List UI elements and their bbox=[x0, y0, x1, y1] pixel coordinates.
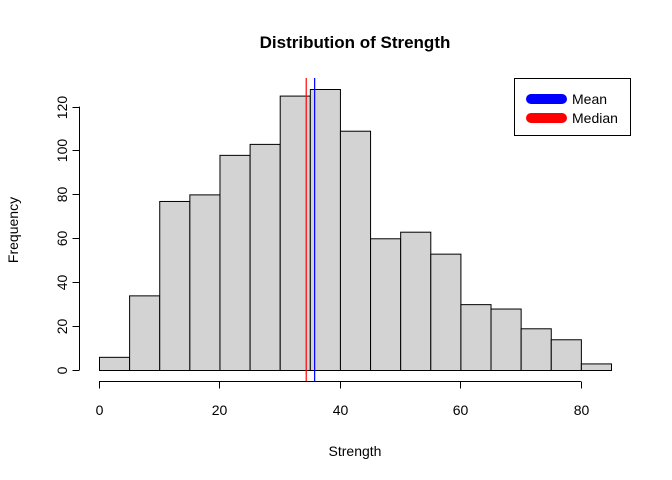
y-tick-label: 80 bbox=[54, 187, 70, 203]
x-tick-label: 0 bbox=[96, 402, 104, 418]
histogram-bar bbox=[99, 356, 131, 371]
x-tick-label: 60 bbox=[453, 402, 469, 418]
histogram-bar bbox=[370, 238, 402, 371]
histogram-bar bbox=[159, 200, 191, 371]
x-tick-label: 20 bbox=[212, 402, 228, 418]
legend: Mean Median bbox=[514, 78, 631, 136]
histogram-bar bbox=[279, 95, 311, 371]
y-tick-label: 120 bbox=[54, 96, 70, 120]
histogram-bar bbox=[550, 339, 582, 371]
x-axis-label: Strength bbox=[329, 443, 382, 459]
x-tick-label: 40 bbox=[333, 402, 349, 418]
histogram-bar bbox=[339, 130, 372, 371]
histogram-bar bbox=[460, 304, 492, 371]
legend-box bbox=[514, 78, 631, 136]
bars-group bbox=[99, 89, 612, 371]
legend-label-median: Median bbox=[572, 110, 618, 126]
histogram-bar bbox=[219, 154, 251, 371]
y-axis-label: Frequency bbox=[5, 197, 21, 263]
chart-title: Distribution of Strength bbox=[260, 33, 451, 52]
histogram-bar bbox=[520, 328, 552, 371]
histogram-bar bbox=[580, 363, 612, 371]
y-tick-label: 100 bbox=[54, 139, 70, 163]
y-tick-label: 20 bbox=[54, 319, 70, 335]
histogram-bar bbox=[189, 194, 221, 371]
histogram-bar bbox=[249, 143, 281, 371]
y-tick-label: 60 bbox=[54, 231, 70, 247]
legend-label-mean: Mean bbox=[572, 91, 607, 107]
histogram-bar bbox=[490, 308, 522, 371]
histogram-bar bbox=[430, 253, 462, 371]
y-axis: 0 20 40 60 80 100 120 bbox=[54, 96, 80, 374]
x-tick-label: 80 bbox=[574, 402, 590, 418]
y-tick-label: 0 bbox=[54, 366, 70, 374]
histogram-bar bbox=[129, 295, 161, 371]
y-tick-label: 40 bbox=[54, 275, 70, 291]
x-axis: 0 20 40 60 80 bbox=[96, 381, 590, 418]
histogram-bar bbox=[400, 231, 432, 371]
reference-lines-group bbox=[305, 78, 316, 381]
